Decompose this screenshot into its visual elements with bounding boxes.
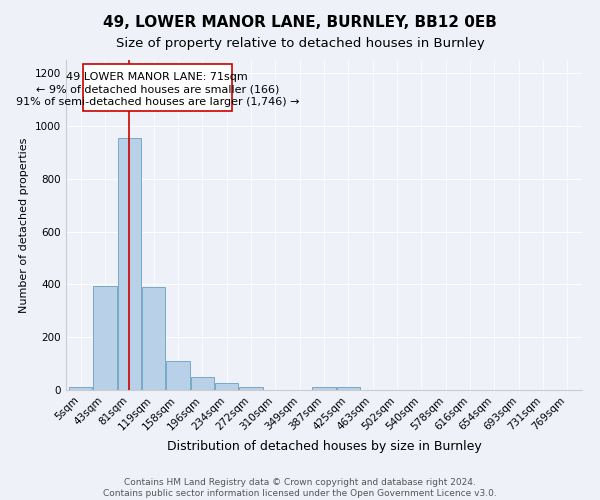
Bar bbox=[239, 388, 263, 390]
Text: 49, LOWER MANOR LANE, BURNLEY, BB12 0EB: 49, LOWER MANOR LANE, BURNLEY, BB12 0EB bbox=[103, 15, 497, 30]
Bar bbox=[313, 388, 335, 390]
Bar bbox=[215, 383, 238, 390]
X-axis label: Distribution of detached houses by size in Burnley: Distribution of detached houses by size … bbox=[167, 440, 481, 453]
Text: Size of property relative to detached houses in Burnley: Size of property relative to detached ho… bbox=[116, 38, 484, 51]
Y-axis label: Number of detached properties: Number of detached properties bbox=[19, 138, 29, 312]
Bar bbox=[94, 286, 116, 390]
Bar bbox=[337, 388, 360, 390]
Text: Contains HM Land Registry data © Crown copyright and database right 2024.
Contai: Contains HM Land Registry data © Crown c… bbox=[103, 478, 497, 498]
FancyBboxPatch shape bbox=[83, 64, 232, 110]
Text: 91% of semi-detached houses are larger (1,746) →: 91% of semi-detached houses are larger (… bbox=[16, 98, 299, 108]
Bar bbox=[142, 287, 165, 390]
Bar bbox=[166, 361, 190, 390]
Bar bbox=[118, 138, 141, 390]
Text: ← 9% of detached houses are smaller (166): ← 9% of detached houses are smaller (166… bbox=[35, 84, 279, 94]
Text: 49 LOWER MANOR LANE: 71sqm: 49 LOWER MANOR LANE: 71sqm bbox=[67, 72, 248, 82]
Bar bbox=[191, 377, 214, 390]
Bar bbox=[69, 388, 92, 390]
